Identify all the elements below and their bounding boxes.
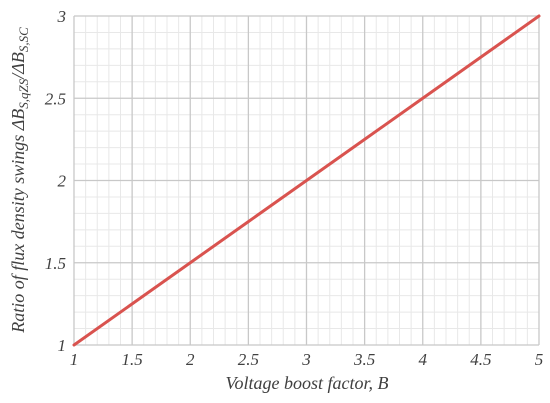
- x-tick-label: 3.5: [353, 350, 375, 369]
- y-tick-labels: 1 1.5 2 2.5 3: [45, 7, 67, 355]
- x-tick-labels: 1 1.5 2 2.5 3 3.5 4 4.5 5: [70, 350, 544, 369]
- y-axis-title: Ratio of flux density swings ΔBS,qZS/ΔBS…: [8, 27, 31, 334]
- series-line: [72, 14, 541, 347]
- x-tick-label: 5: [535, 350, 544, 369]
- y-axis-title-slash: /: [8, 72, 28, 80]
- x-tick-label: 4.5: [470, 350, 491, 369]
- y-axis-title-prefix: Ratio of flux density swings: [8, 130, 28, 334]
- y-tick-label: 1.5: [45, 254, 66, 273]
- y-axis-title-sub2: S,SC: [16, 27, 31, 52]
- series-layer: [72, 14, 541, 347]
- y-tick-label: 1: [58, 336, 67, 355]
- x-tick-label: 4: [419, 350, 428, 369]
- y-axis-title-delta2: ΔB: [8, 52, 28, 75]
- x-tick-label: 1: [70, 350, 79, 369]
- x-tick-label: 2.5: [238, 350, 259, 369]
- x-tick-label: 1.5: [122, 350, 143, 369]
- y-axis-title-delta1: ΔB: [8, 109, 28, 132]
- y-axis-title-sub1: S,qZS: [16, 78, 31, 108]
- y-tick-label: 2: [58, 172, 67, 191]
- y-tick-label: 2.5: [45, 89, 66, 108]
- y-tick-label: 3: [57, 7, 67, 26]
- x-axis-title: Voltage boost factor, B: [226, 373, 389, 393]
- x-tick-label: 3: [301, 350, 311, 369]
- x-tick-label: 2: [186, 350, 195, 369]
